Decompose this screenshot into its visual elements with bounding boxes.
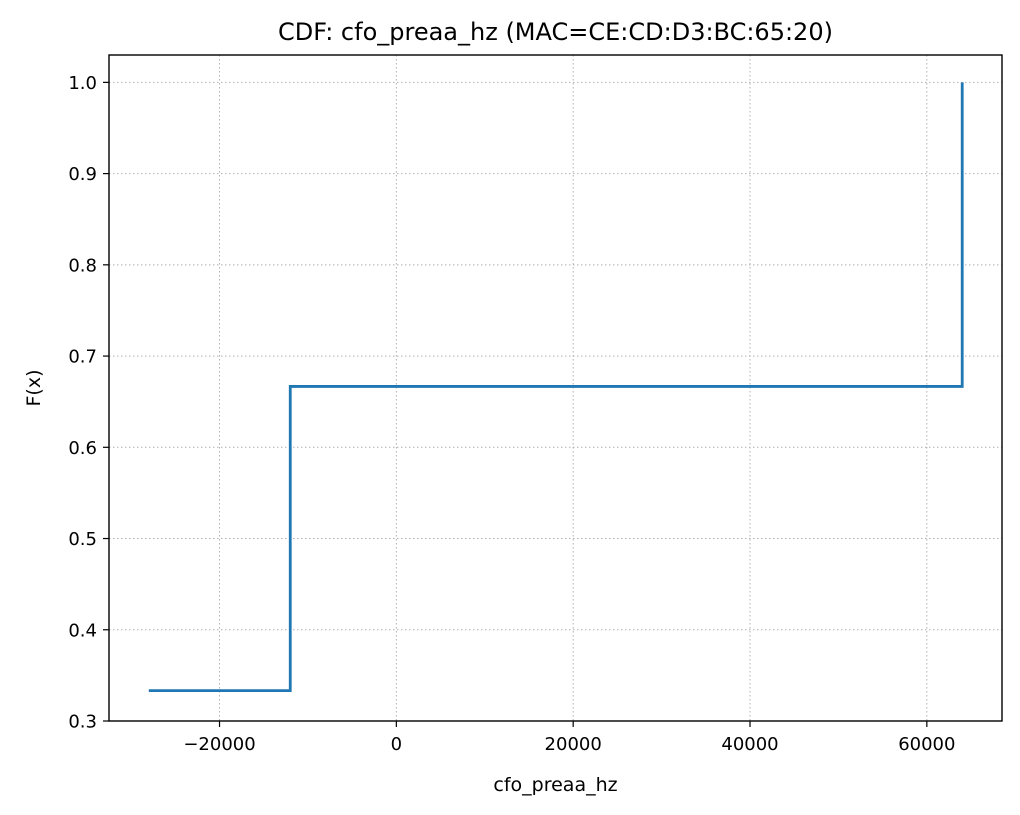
x-axis-ticks: −20000 0 20000 40000 60000 [183,721,955,755]
axes-frame [108,54,1003,722]
x-axis-label: cfo_preaa_hz [493,774,617,796]
y-tick-label: 0.3 [68,712,97,733]
y-tick-label: 0.9 [68,164,97,185]
x-tick-label: 60000 [898,734,955,755]
y-tick-label: 0.4 [68,620,97,641]
x-tick-label: 40000 [721,734,778,755]
y-axis-ticks: 0.3 0.4 0.5 0.6 0.7 0.8 0.9 1.0 [68,73,109,733]
x-tick-label: 0 [391,734,402,755]
x-tick-label: 20000 [545,734,602,755]
cdf-step-line [148,82,964,693]
y-axis-label: F(x) [23,370,45,407]
x-tick-label: −20000 [183,734,255,755]
y-tick-label: 0.7 [68,347,97,368]
y-tick-label: 0.5 [68,529,97,550]
y-tick-label: 0.6 [68,438,97,459]
chart-title: CDF: cfo_preaa_hz (MAC=CE:CD:D3:BC:65:20… [278,18,833,46]
series-layer [148,82,964,693]
y-tick-label: 1.0 [68,73,97,94]
y-tick-label: 0.8 [68,255,97,276]
